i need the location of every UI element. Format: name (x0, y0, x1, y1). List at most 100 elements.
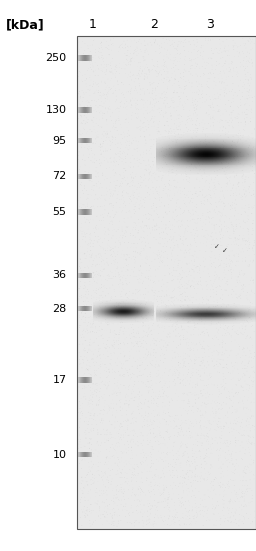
Bar (210, 133, 211, 134)
Bar (200, 152, 201, 153)
Point (175, 196, 179, 205)
Point (241, 161, 245, 170)
Point (180, 294, 184, 303)
Point (186, 508, 190, 517)
Point (141, 370, 145, 379)
Point (234, 131, 238, 139)
Point (110, 57, 114, 66)
Bar (162, 155, 163, 156)
Bar (202, 135, 203, 136)
Point (231, 91, 235, 100)
Point (155, 209, 159, 218)
Bar (209, 149, 210, 150)
Bar (216, 149, 217, 150)
Bar (249, 147, 250, 148)
Bar (156, 143, 157, 144)
Point (153, 287, 157, 295)
Bar (176, 174, 177, 175)
Bar (217, 154, 218, 155)
Bar (251, 144, 252, 145)
Point (200, 328, 204, 337)
Point (220, 78, 224, 87)
Point (95, 392, 99, 401)
Bar (194, 172, 195, 174)
Point (112, 445, 116, 454)
Bar (241, 145, 242, 146)
Point (168, 412, 173, 421)
Point (123, 334, 127, 343)
Point (82, 302, 86, 311)
Point (112, 521, 116, 530)
Point (121, 297, 125, 306)
Point (246, 312, 250, 321)
Bar (227, 163, 228, 164)
Bar (164, 142, 165, 143)
Bar (198, 160, 199, 161)
Point (252, 276, 256, 284)
Point (151, 79, 155, 88)
Bar (205, 133, 206, 134)
Point (133, 209, 137, 218)
Bar (174, 150, 175, 151)
Point (227, 498, 231, 506)
Bar (237, 148, 238, 149)
Point (247, 431, 251, 440)
Point (241, 287, 246, 296)
Point (192, 408, 196, 417)
Point (109, 64, 113, 73)
Point (193, 449, 197, 458)
Bar (171, 169, 172, 170)
Bar (192, 163, 193, 164)
Point (85, 300, 89, 309)
Point (98, 44, 102, 53)
Bar (161, 164, 162, 165)
Point (248, 499, 252, 507)
Bar (162, 160, 163, 161)
Point (102, 137, 106, 145)
Point (251, 276, 255, 285)
Bar (196, 133, 197, 134)
Bar (230, 172, 231, 174)
Point (98, 503, 102, 512)
Point (222, 84, 226, 93)
Point (144, 166, 148, 175)
Point (234, 408, 238, 417)
Point (125, 54, 129, 63)
Point (162, 299, 166, 307)
Point (140, 202, 144, 210)
Point (159, 433, 163, 441)
Point (77, 390, 81, 398)
Point (85, 444, 89, 453)
Bar (191, 160, 192, 161)
Point (203, 457, 207, 466)
Point (110, 396, 114, 404)
Bar (202, 150, 203, 151)
Point (87, 176, 91, 185)
Point (191, 96, 195, 105)
Point (236, 152, 240, 161)
Point (242, 344, 246, 353)
Point (92, 446, 96, 455)
Point (241, 472, 245, 481)
Point (150, 57, 154, 66)
Bar (206, 139, 207, 141)
Bar (200, 145, 201, 146)
Point (94, 253, 98, 262)
Bar (172, 172, 173, 174)
Bar (184, 159, 185, 160)
Bar (233, 143, 234, 144)
Point (173, 371, 177, 380)
Point (91, 390, 95, 399)
Bar (245, 144, 246, 145)
Point (219, 482, 223, 491)
Point (92, 125, 96, 134)
Point (156, 392, 161, 401)
Point (179, 425, 183, 434)
Point (100, 98, 104, 106)
Bar (232, 161, 233, 162)
Point (89, 341, 93, 349)
Bar (237, 151, 238, 152)
Point (252, 237, 256, 246)
Bar (182, 151, 183, 152)
Point (136, 229, 140, 237)
